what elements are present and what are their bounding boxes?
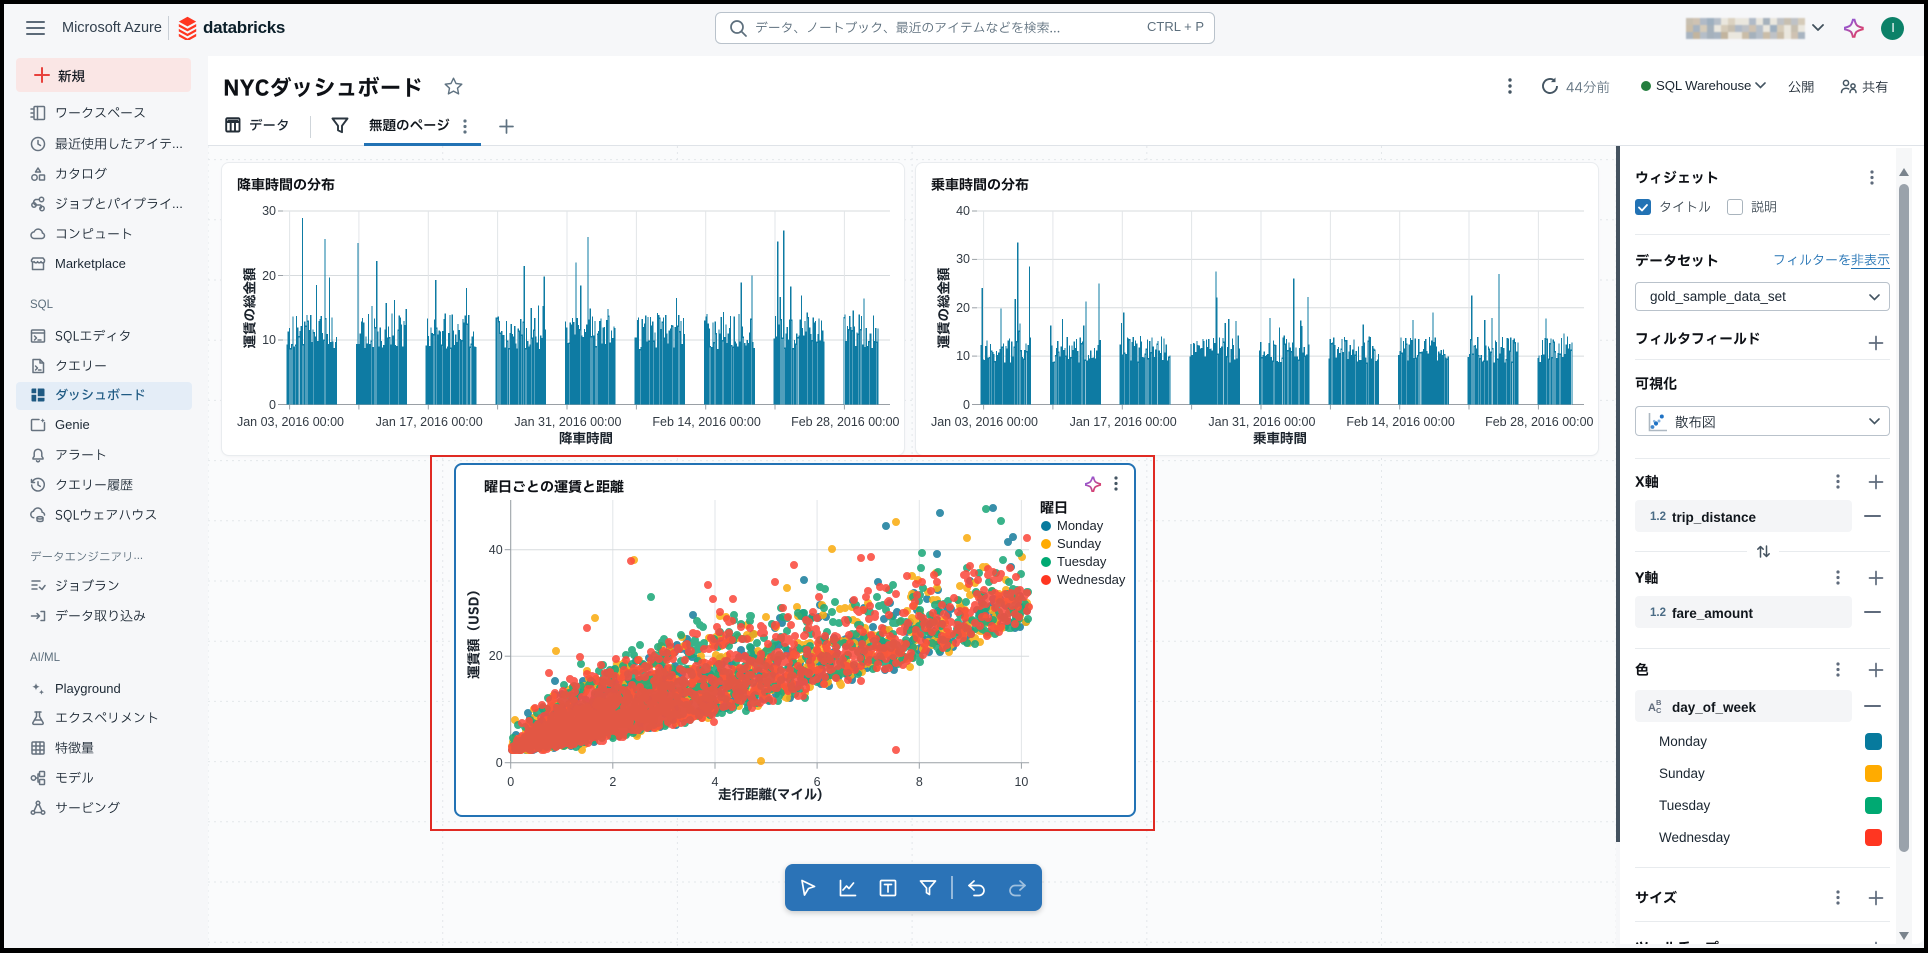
svg-text:B: B	[1656, 698, 1662, 707]
svg-text:A: A	[1648, 702, 1656, 714]
svg-text:C: C	[1656, 706, 1662, 714]
